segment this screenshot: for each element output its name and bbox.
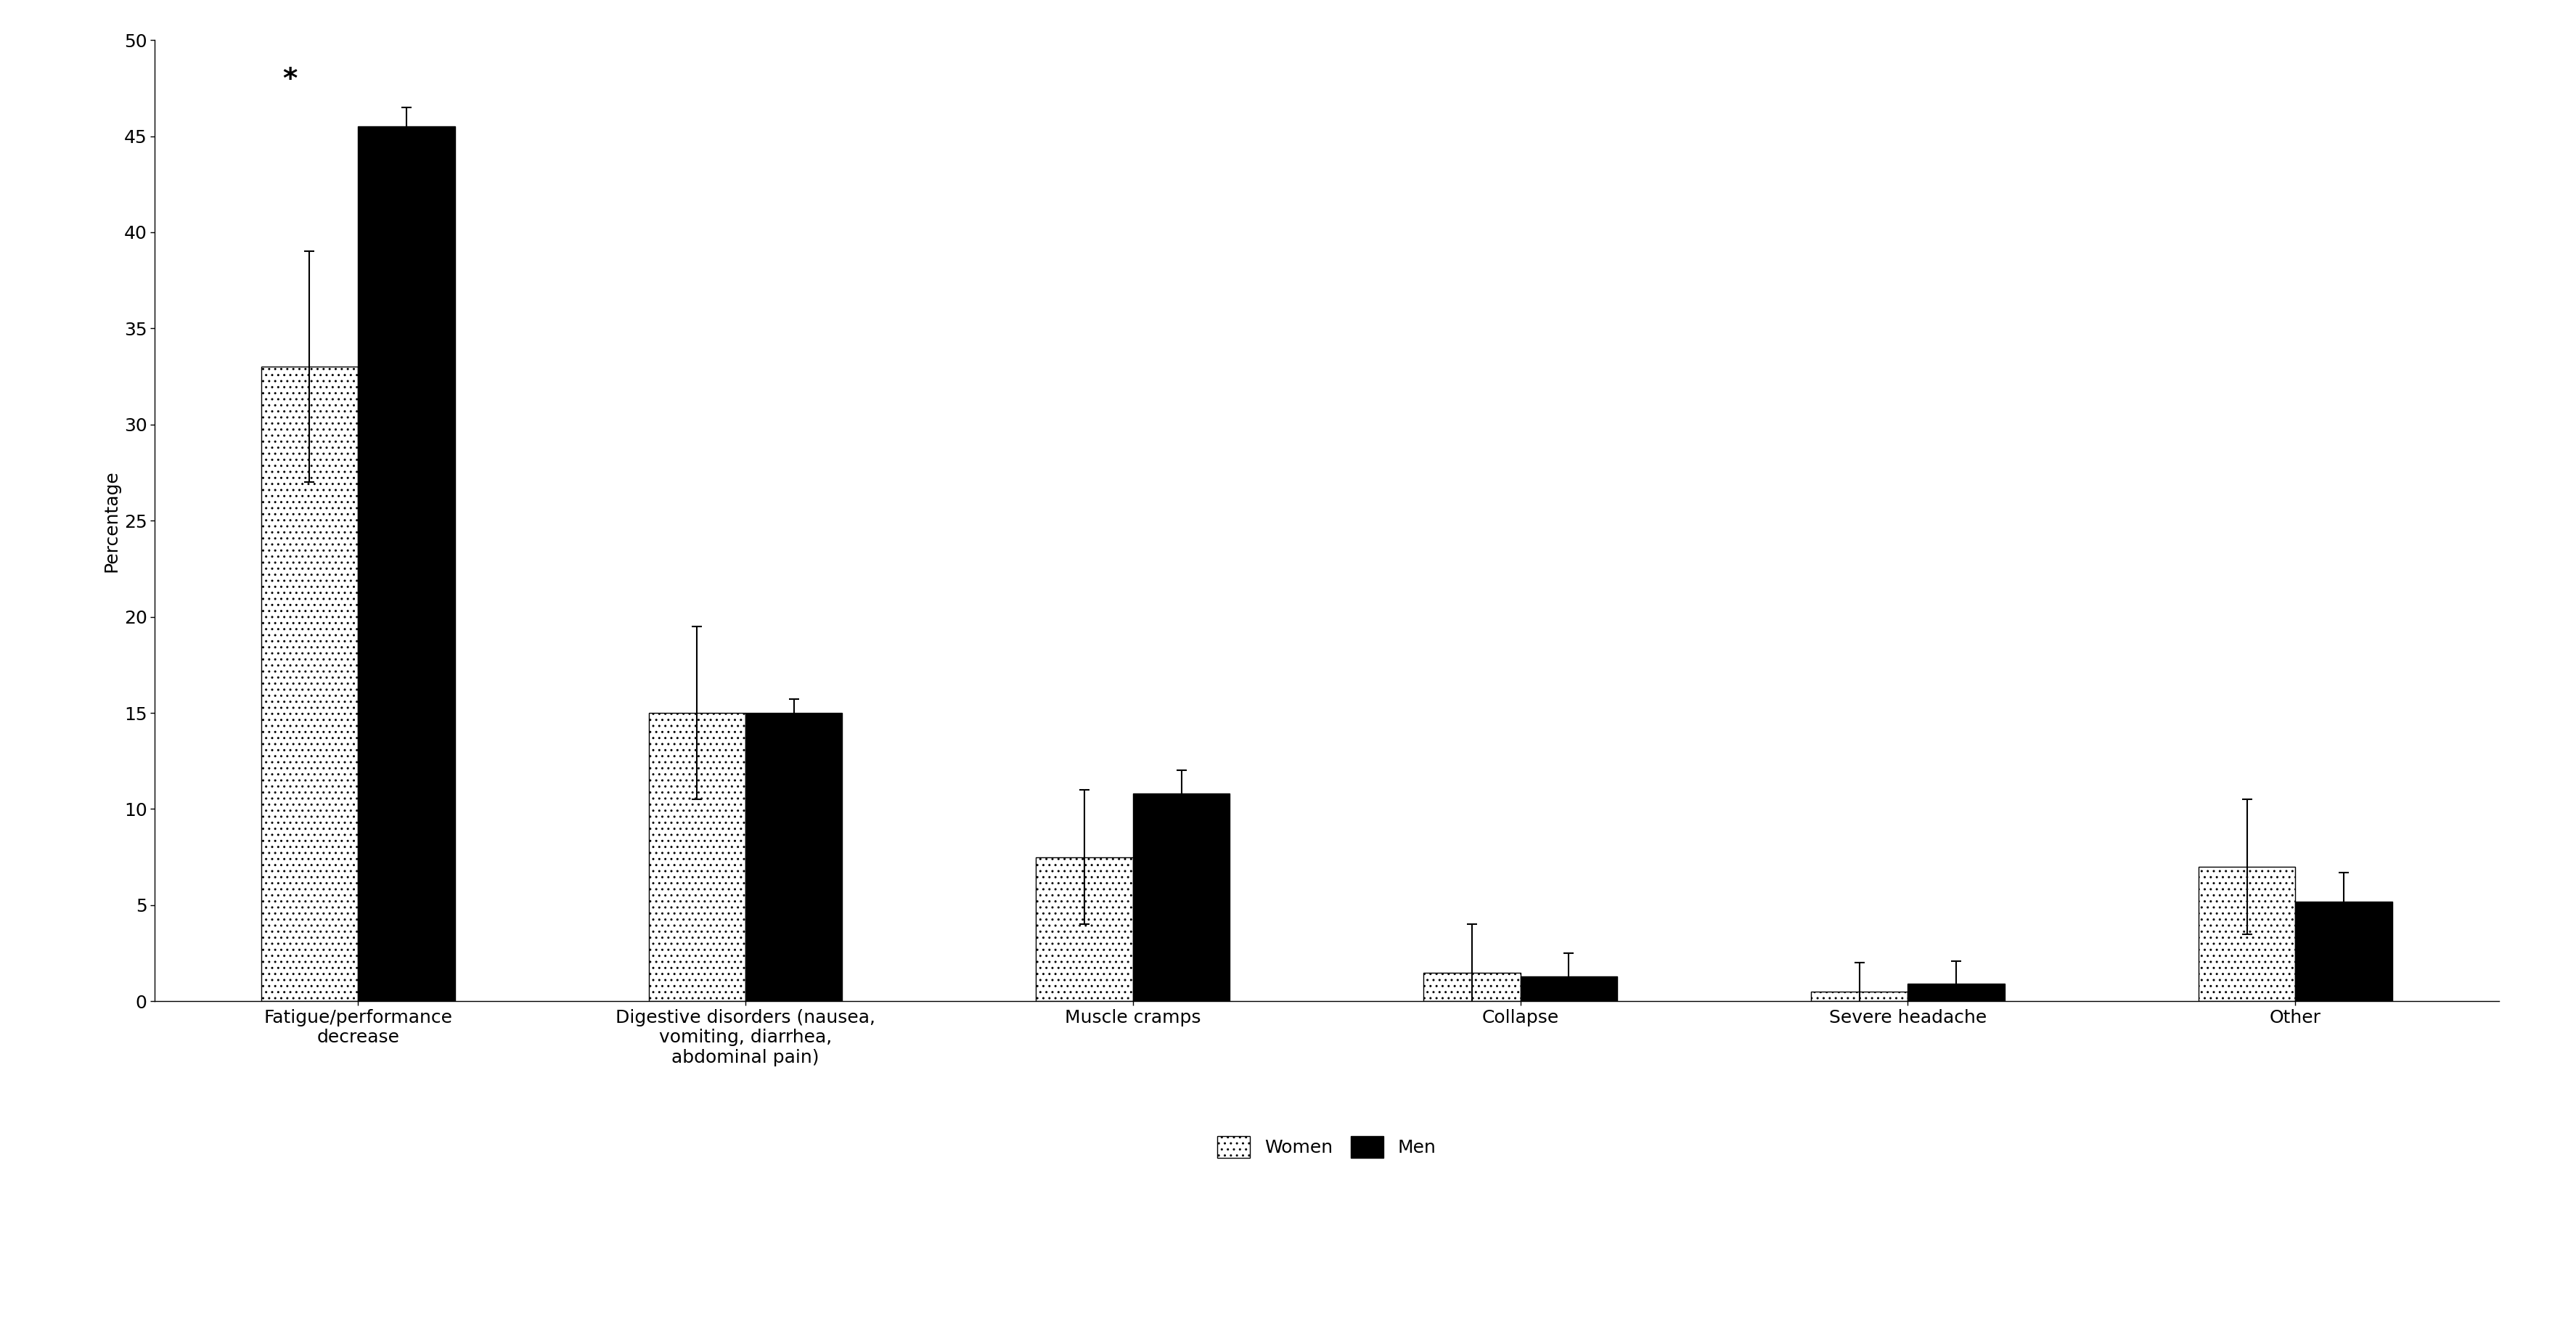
Bar [1036,857,1133,1001]
Bar [1425,972,1520,1001]
Bar [2295,901,2393,1001]
Legend: Women, Men: Women, Men [1211,1128,1443,1165]
Bar [260,367,358,1001]
Bar [744,713,842,1001]
Bar [1811,992,1909,1001]
Y-axis label: Percentage: Percentage [103,470,121,571]
Bar [1133,793,1229,1001]
Bar [1520,976,1618,1001]
Text: *: * [283,67,296,93]
Bar [358,127,456,1001]
Bar [649,713,744,1001]
Bar [1909,984,2004,1001]
Bar [2197,866,2295,1001]
